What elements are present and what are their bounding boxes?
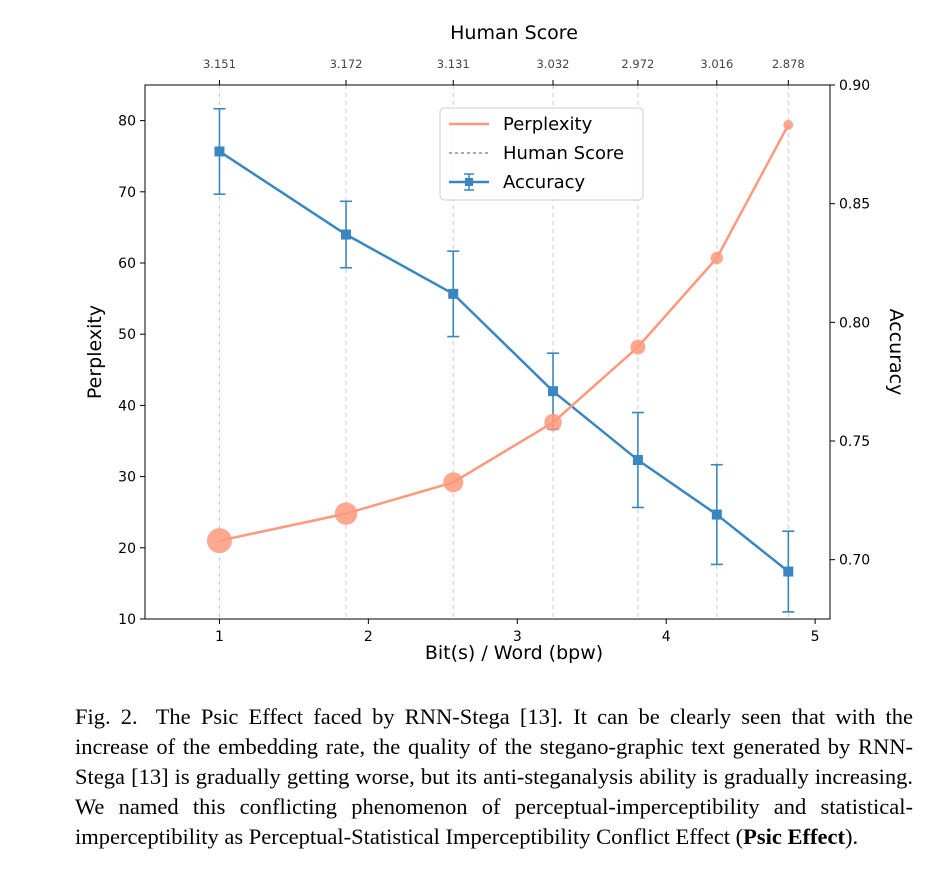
chart: 1 2 3 4 5 10 20 30 40 50 60 70 80 0.70 0.75 0.80 0.85 0.9… [84,22,907,664]
accuracy-marker [214,146,225,157]
perplexity-series [206,119,794,554]
human-score-tick-label: 3.172 [330,57,363,71]
y-left-tick-label: 30 [118,470,136,486]
perplexity-marker [783,119,794,130]
human-score-tick-label: 3.032 [537,57,570,71]
legend-human-score-label: Human Score [503,143,624,164]
accuracy-marker [448,288,459,299]
human-score-tick-label: 2.972 [621,57,654,71]
y-left-tick-label: 80 [118,114,136,130]
y-right-tick-label: 0.90 [839,78,870,94]
plot-frame [144,84,831,620]
legend-box [439,107,644,201]
x-tick-label: 2 [364,629,373,645]
perplexity-marker [206,528,232,554]
caption-bold-term: Psic Effect [743,824,845,849]
y-right-tick-label: 0.70 [839,553,870,569]
y-left-tick-label: 10 [118,612,136,628]
y-left-tick-label: 20 [118,541,136,557]
y-left-tick-label: 60 [118,256,136,272]
accuracy-line [218,150,790,573]
human-score-tick-label: 3.151 [203,57,236,71]
y-left-axis-label: Perplexity [84,305,106,399]
accuracy-series [213,107,795,613]
perplexity-marker [334,502,358,525]
human-score-tick-label: 2.878 [772,57,805,71]
perplexity-marker [544,413,562,432]
y-left-tick-label: 50 [118,327,136,343]
y-right-tick-label: 0.75 [839,434,870,450]
perplexity-marker [630,339,646,355]
top-axis-title: Human Score [450,22,578,44]
accuracy-marker [783,566,794,577]
accuracy-marker [341,229,352,240]
x-axis-label: Bit(s) / Word (bpw) [425,642,603,664]
x-tick-label: 4 [662,629,671,645]
y-right-tick-label: 0.85 [839,197,870,213]
human-score-tick-label: 3.131 [437,57,470,71]
x-tick-label: 5 [811,629,820,645]
legend-accuracy-label: Accuracy [503,172,586,193]
x-tick-label: 1 [215,629,224,645]
y-left-tick-label: 70 [118,185,136,201]
axis-ticks: 1 2 3 4 5 10 20 30 40 50 60 70 80 0.70 0.75 0.80 0.85 0.9… [118,57,870,645]
perplexity-marker [710,251,724,265]
legend: Perplexity Human Score Accuracy [439,107,644,201]
human-score-tick-label: 3.016 [700,57,733,71]
legend-perplexity-label: Perplexity [503,114,593,135]
caption-label: Fig. 2. [75,704,138,729]
accuracy-marker [548,386,559,397]
caption-text-end: ). [844,824,859,849]
caption-text: The Psic Effect faced by RNN-Stega [13].… [75,704,913,849]
accuracy-marker [632,454,643,465]
x-tick-label: 3 [513,629,522,645]
accuracy-marker [711,509,722,520]
perplexity-marker [443,472,464,493]
figure-caption: Fig. 2. The Psic Effect faced by RNN-Steg… [75,702,913,852]
y-right-axis-label: Accuracy [885,309,907,396]
y-right-tick-label: 0.80 [839,315,870,331]
legend-accuracy-marker [465,178,473,186]
y-left-tick-label: 40 [118,398,136,414]
